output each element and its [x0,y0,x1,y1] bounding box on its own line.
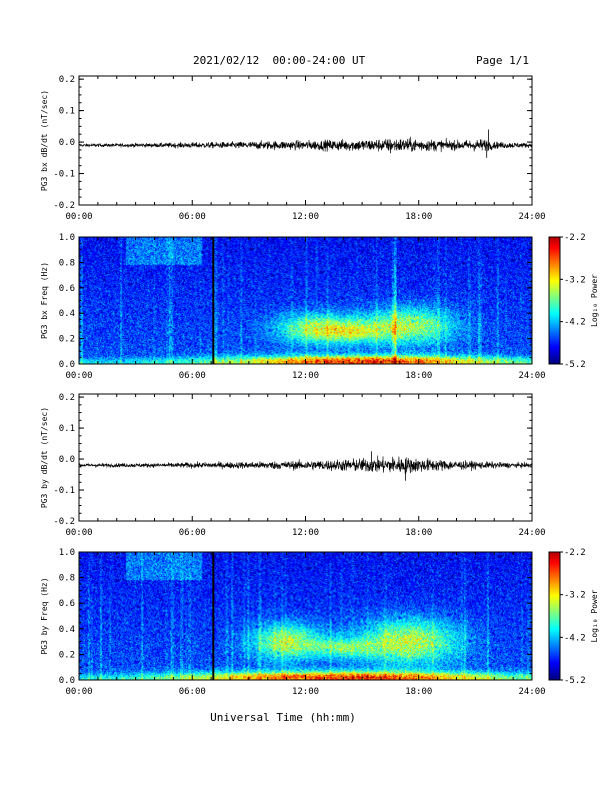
x-tick-label: 24:00 [518,371,545,381]
plot-frame-0 [78,75,533,206]
x-tick-label: 18:00 [405,371,432,381]
x-tick-label: 24:00 [518,687,545,697]
x-tick-label: 00:00 [65,212,92,222]
colorbar-image-3 [549,552,560,680]
y-axis-label: PG3 by dB/dt (nT/sec) [40,407,49,508]
y-tick-label: 0.0 [59,455,75,465]
y-tick-label: 0.0 [59,138,75,148]
y-tick-label: 0.2 [59,75,75,85]
colorbar-tick-label: -2.2 [564,548,586,558]
y-tick-label: -0.2 [53,201,75,211]
spectrogram-image-3 [79,552,532,680]
x-tick-label: 18:00 [405,687,432,697]
y-tick-label: 0.4 [59,625,75,635]
y-tick-label: 0.2 [59,650,75,660]
x-tick-label: 24:00 [518,528,545,538]
x-tick-label: 18:00 [405,528,432,538]
x-tick-label: 06:00 [179,687,206,697]
y-axis-label: PG3 by Freq (Hz) [40,577,49,654]
y-tick-label: 0.6 [59,284,75,294]
colorbar-label: Log₁₀ Power [590,274,599,327]
y-axis-label: PG3 bx Freq (Hz) [40,262,49,339]
plot-frame-2 [78,393,533,522]
x-tick-label: 12:00 [292,687,319,697]
y-tick-label: 0.4 [59,309,75,319]
x-tick-label: 12:00 [292,212,319,222]
x-tick-label: 12:00 [292,528,319,538]
colorbar-frame-3 [548,551,561,681]
y-tick-label: 0.1 [59,107,75,117]
waveform-series-2 [78,455,533,475]
x-tick-label: 24:00 [518,212,545,222]
y-tick-label: 1.0 [59,548,75,558]
x-tick-label: 12:00 [292,371,319,381]
colorbar-tick-label: -4.2 [564,633,586,643]
y-tick-label: 0.0 [59,676,75,686]
x-tick-label: 00:00 [65,687,92,697]
spectrogram-image-1 [79,237,532,364]
y-tick-label: 0.1 [59,424,75,434]
y-axis-label: PG3 bx dB/dt (nT/sec) [40,90,49,191]
x-axis-label: Universal Time (hh:mm) [210,711,356,724]
y-tick-label: 0.2 [59,335,75,345]
page-title: 2021/02/12 00:00-24:00 UT [193,54,366,67]
colorbar-tick-label: -3.2 [564,591,586,601]
y-tick-label: 0.8 [59,574,75,584]
waveform-series-0 [78,136,533,153]
colorbar-tick-label: -5.2 [564,676,586,686]
colorbar-image-1 [549,237,560,364]
colorbar-frame-1 [548,236,561,365]
y-tick-label: 0.2 [59,393,75,403]
x-tick-label: 06:00 [179,371,206,381]
colorbar-tick-label: -4.2 [564,318,586,328]
colorbar-label: Log₁₀ Power [590,589,599,642]
y-tick-label: -0.2 [53,517,75,527]
y-tick-label: 0.8 [59,258,75,268]
page-number: Page 1/1 [476,54,529,67]
y-tick-label: 1.0 [59,233,75,243]
y-tick-label: 0.0 [59,360,75,370]
y-tick-label: -0.1 [53,170,75,180]
y-tick-label: -0.1 [53,486,75,496]
colorbar-tick-label: -5.2 [564,360,586,370]
colorbar-tick-label: -2.2 [564,233,586,243]
x-tick-label: 06:00 [179,528,206,538]
x-tick-label: 18:00 [405,212,432,222]
x-tick-label: 00:00 [65,371,92,381]
y-tick-label: 0.6 [59,599,75,609]
colorbar-tick-label: -3.2 [564,275,586,285]
x-tick-label: 00:00 [65,528,92,538]
x-tick-label: 06:00 [179,212,206,222]
